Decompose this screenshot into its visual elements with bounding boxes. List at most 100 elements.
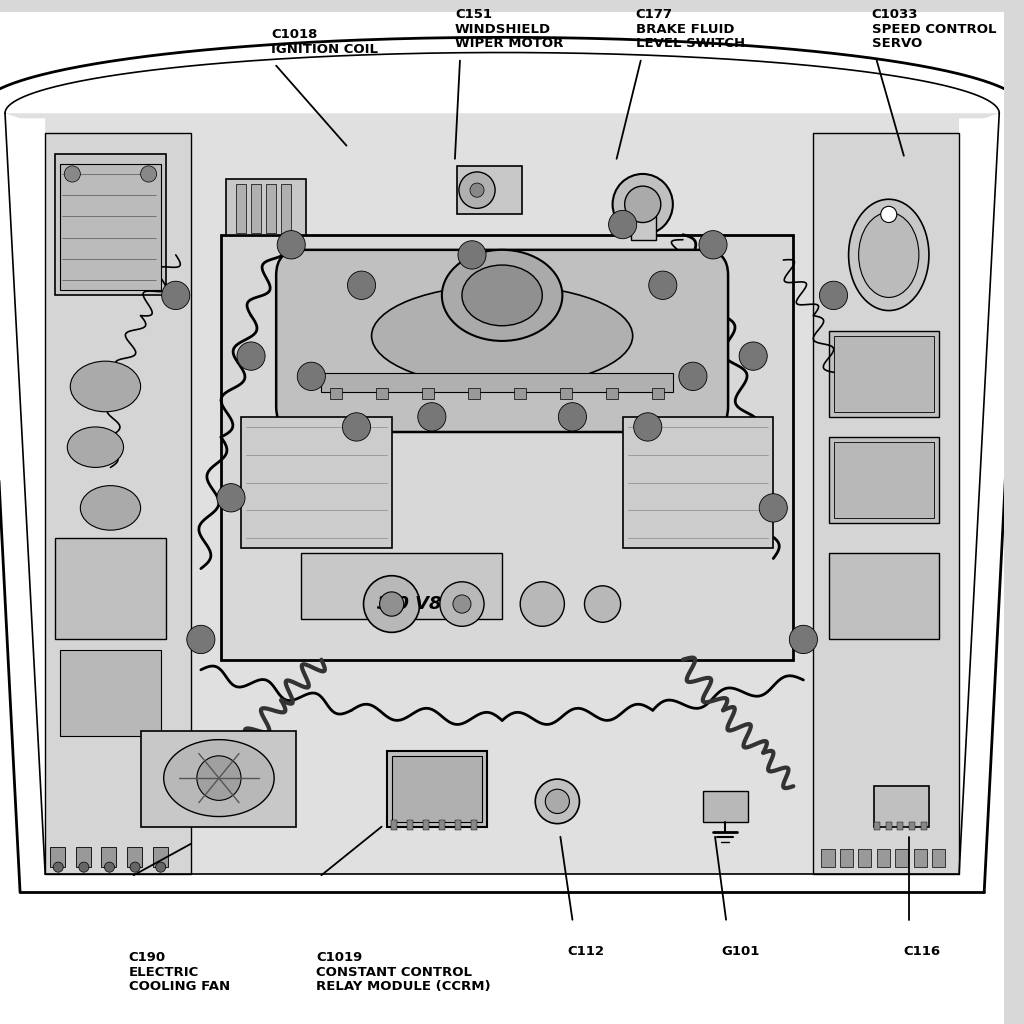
Circle shape	[162, 282, 189, 309]
Circle shape	[297, 362, 326, 390]
Bar	[834, 442, 934, 518]
Circle shape	[790, 626, 817, 653]
Ellipse shape	[364, 575, 420, 633]
Bar	[241, 417, 391, 549]
Bar	[895, 849, 908, 867]
Circle shape	[278, 230, 305, 259]
Bar	[422, 388, 434, 398]
Bar	[828, 553, 939, 639]
Ellipse shape	[68, 427, 124, 467]
Circle shape	[130, 862, 140, 872]
Circle shape	[104, 862, 115, 872]
Circle shape	[140, 166, 157, 182]
Ellipse shape	[859, 212, 919, 297]
Circle shape	[819, 282, 848, 309]
Bar	[76, 847, 91, 867]
Text: C116: C116	[904, 945, 941, 958]
Bar	[55, 539, 166, 639]
Ellipse shape	[453, 595, 471, 613]
FancyBboxPatch shape	[276, 250, 728, 432]
Ellipse shape	[164, 739, 274, 816]
Circle shape	[881, 206, 897, 222]
Circle shape	[699, 230, 727, 259]
Ellipse shape	[80, 485, 140, 530]
Circle shape	[679, 362, 707, 390]
Circle shape	[536, 779, 580, 823]
Bar	[913, 849, 927, 867]
Circle shape	[546, 790, 569, 813]
Bar	[703, 792, 749, 821]
Text: C1018
IGNITION COIL: C1018 IGNITION COIL	[271, 28, 378, 55]
Bar	[301, 553, 502, 620]
Bar	[631, 209, 655, 240]
Bar	[606, 388, 617, 398]
Bar	[101, 847, 117, 867]
Text: C190
ELECTRIC
COOLING FAN: C190 ELECTRIC COOLING FAN	[129, 951, 229, 993]
Bar	[897, 821, 903, 829]
Circle shape	[342, 413, 371, 441]
Bar	[407, 819, 413, 829]
Bar	[840, 849, 853, 867]
Bar	[909, 821, 915, 829]
Bar	[877, 849, 890, 867]
Circle shape	[739, 342, 767, 371]
Bar	[828, 437, 939, 523]
Bar	[439, 819, 444, 829]
Bar	[153, 847, 168, 867]
Ellipse shape	[440, 582, 484, 627]
Circle shape	[608, 210, 637, 239]
Circle shape	[237, 342, 265, 371]
Circle shape	[53, 862, 63, 872]
Ellipse shape	[380, 592, 403, 616]
Bar	[858, 849, 871, 867]
Ellipse shape	[71, 361, 140, 412]
Circle shape	[418, 402, 445, 431]
Bar	[873, 786, 929, 826]
Ellipse shape	[520, 582, 564, 627]
Bar	[391, 756, 482, 821]
Text: C177
BRAKE FLUID
LEVEL SWITCH: C177 BRAKE FLUID LEVEL SWITCH	[636, 8, 744, 50]
Polygon shape	[45, 133, 190, 874]
Ellipse shape	[849, 200, 929, 310]
Bar	[457, 166, 522, 214]
Ellipse shape	[585, 586, 621, 623]
Ellipse shape	[442, 250, 562, 341]
Bar	[873, 821, 880, 829]
Circle shape	[217, 483, 245, 512]
Bar	[226, 179, 306, 234]
Bar	[514, 388, 526, 398]
Circle shape	[458, 241, 486, 269]
Ellipse shape	[462, 265, 543, 326]
Circle shape	[649, 271, 677, 299]
Bar	[828, 331, 939, 417]
Bar	[468, 388, 480, 398]
Bar	[623, 417, 773, 549]
Polygon shape	[5, 114, 999, 874]
Circle shape	[470, 183, 484, 198]
Bar	[560, 388, 572, 398]
Circle shape	[759, 494, 787, 522]
Circle shape	[186, 626, 215, 653]
Ellipse shape	[197, 756, 241, 801]
Text: G101: G101	[721, 945, 760, 958]
Bar	[471, 819, 477, 829]
Circle shape	[156, 862, 166, 872]
Ellipse shape	[372, 286, 633, 386]
Text: C1019
CONSTANT CONTROL
RELAY MODULE (CCRM): C1019 CONSTANT CONTROL RELAY MODULE (CCR…	[316, 951, 490, 993]
Bar	[60, 649, 161, 735]
Bar	[651, 388, 664, 398]
Circle shape	[79, 862, 89, 872]
Bar	[50, 847, 66, 867]
Text: 3.0 V8: 3.0 V8	[377, 595, 441, 613]
Text: C1033
SPEED CONTROL
SERVO: C1033 SPEED CONTROL SERVO	[871, 8, 996, 50]
Circle shape	[65, 166, 80, 182]
Bar	[331, 388, 342, 398]
Bar	[282, 184, 291, 232]
Bar	[140, 730, 296, 826]
Bar	[376, 388, 388, 398]
Circle shape	[558, 402, 587, 431]
Circle shape	[634, 413, 662, 441]
Bar	[423, 819, 429, 829]
Bar	[127, 847, 142, 867]
Bar	[387, 751, 487, 826]
